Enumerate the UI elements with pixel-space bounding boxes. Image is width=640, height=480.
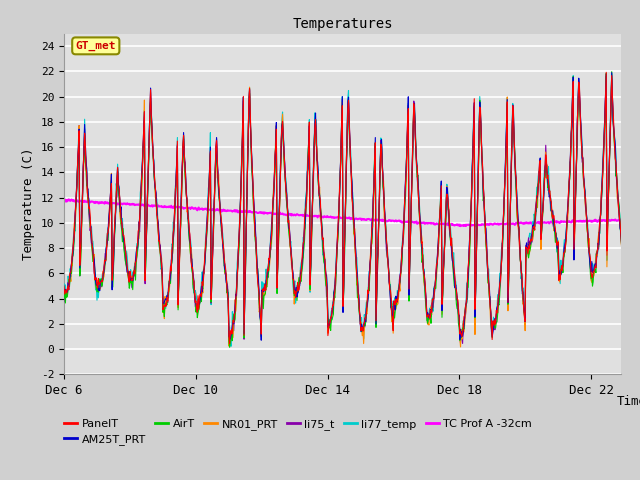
Title: Temperatures: Temperatures (292, 17, 393, 31)
X-axis label: Time: Time (617, 395, 640, 408)
Text: GT_met: GT_met (76, 41, 116, 51)
Y-axis label: Temperature (C): Temperature (C) (22, 148, 35, 260)
Legend: PanelT, AM25T_PRT, AirT, NR01_PRT, li75_t, li77_temp, TC Prof A -32cm: PanelT, AM25T_PRT, AirT, NR01_PRT, li75_… (64, 419, 532, 445)
